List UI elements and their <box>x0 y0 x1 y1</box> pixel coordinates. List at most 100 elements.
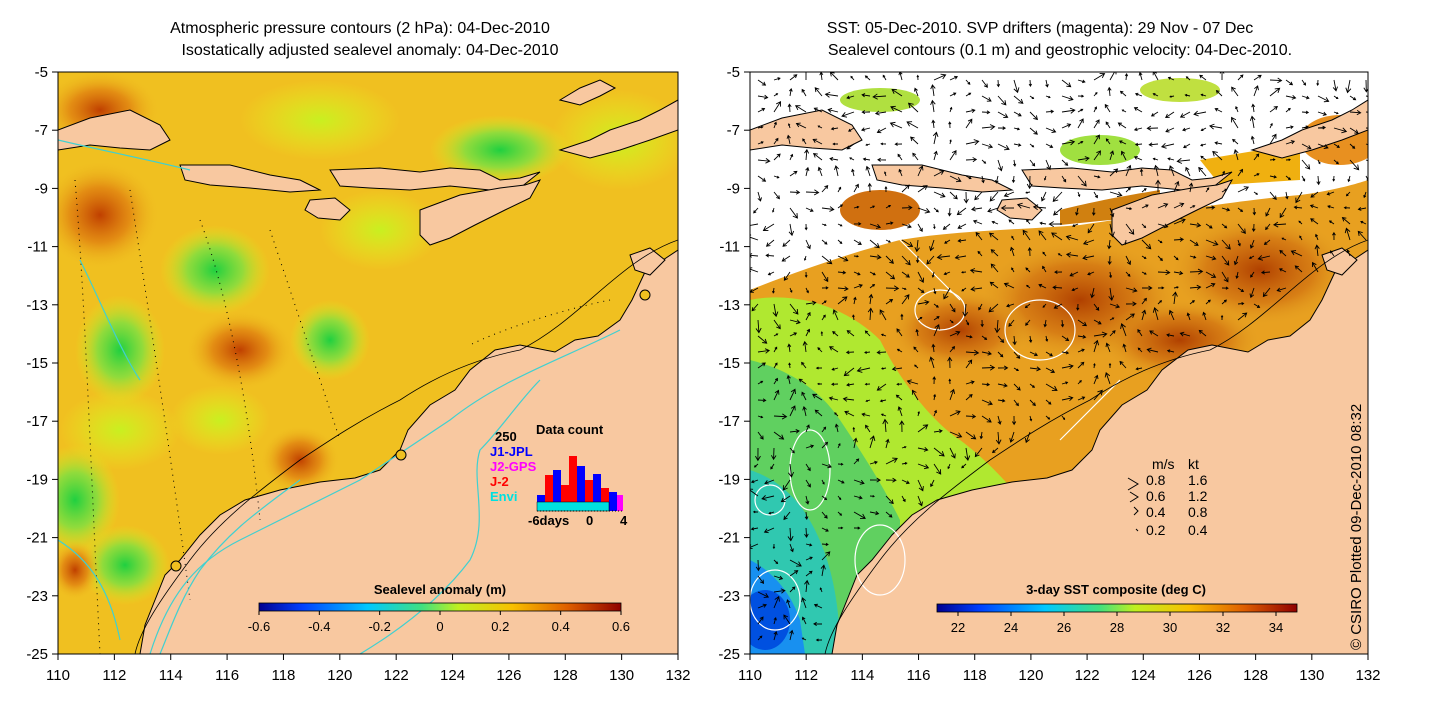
velocity-arrow <box>801 361 807 369</box>
velocity-arrow <box>884 186 888 193</box>
velocity-arrow <box>789 429 800 434</box>
velocity-arrow <box>981 175 985 184</box>
velocity-arrow <box>1231 86 1239 97</box>
velocity-arrow <box>805 479 811 488</box>
velocity-arrow <box>853 222 862 226</box>
velocity-arrow <box>820 331 824 337</box>
velocity-arrow <box>1061 107 1076 114</box>
velocity-arrow <box>1269 133 1277 145</box>
velocity-arrow <box>1249 287 1255 299</box>
velocity-arrow <box>1205 282 1216 289</box>
velocity-arrow <box>1253 173 1260 177</box>
velocity-arrow <box>1316 79 1320 87</box>
velocity-arrow <box>933 170 945 177</box>
velocity-arrow <box>1008 319 1015 327</box>
velocity-arrow <box>1209 123 1223 130</box>
velocity-arrow <box>1235 105 1239 113</box>
velocity-arrow <box>1152 72 1159 81</box>
velocity-arrow <box>834 423 839 433</box>
velocity-arrow <box>981 159 987 164</box>
velocity-arrow <box>933 429 943 434</box>
velocity-arrow <box>917 495 923 507</box>
velocity-arrow <box>1183 143 1191 149</box>
velocity-arrow <box>1003 282 1015 289</box>
right-y-tick-label: -7 <box>727 122 740 139</box>
velocity-arrow <box>885 511 893 518</box>
indonesian-islands-left <box>58 79 678 276</box>
left-y-tick-label: -21 <box>26 530 48 547</box>
velocity-arrow <box>1333 111 1339 115</box>
velocity-arrow <box>848 127 855 132</box>
velocity-arrow <box>949 346 956 353</box>
velocity-arrow <box>1153 164 1159 177</box>
velocity-arrow <box>944 239 951 244</box>
velocity-arrow <box>853 458 860 465</box>
velocity-arrow <box>1237 207 1244 213</box>
velocity-arrow <box>1107 255 1112 266</box>
velocity-arrow <box>1301 143 1312 150</box>
velocity-arrow <box>1221 188 1228 193</box>
velocity-arrow <box>789 170 798 177</box>
right-x-tick-label: 110 <box>738 667 762 684</box>
velocity-arrow <box>1357 207 1367 211</box>
velocity-arrow <box>901 495 906 503</box>
velocity-arrow <box>1189 255 1197 259</box>
velocity-arrow <box>949 447 956 459</box>
velocity-arrow <box>832 142 839 146</box>
velocity-arrow <box>1251 103 1256 113</box>
velocity-arrow <box>1118 140 1127 145</box>
velocity-arrow <box>1301 110 1310 115</box>
velocity-arrow <box>1269 87 1281 97</box>
velocity-arrow <box>1125 287 1138 293</box>
velocity-legend-ms-header: m/s <box>1152 456 1175 472</box>
velocity-arrow <box>975 231 983 241</box>
velocity-arrow <box>1065 234 1079 241</box>
velocity-arrow <box>773 153 781 161</box>
velocity-arrow <box>770 447 777 461</box>
velocity-arrow <box>1146 347 1159 353</box>
velocity-arrow <box>789 303 799 315</box>
velocity-arrow <box>1077 348 1085 353</box>
velocity-arrow <box>949 75 959 81</box>
velocity-arrow <box>1093 106 1098 113</box>
tide-gauge-marker-1 <box>639 289 651 301</box>
velocity-arrow <box>757 398 767 403</box>
velocity-arrow <box>933 191 946 198</box>
velocity-row-1-kt: 1.6 <box>1188 472 1208 488</box>
velocity-arrow <box>964 447 971 461</box>
velocity-arrow <box>1301 79 1307 86</box>
velocity-arrow <box>981 364 996 371</box>
velocity-arrow <box>773 575 784 580</box>
velocity-arrow <box>931 271 935 278</box>
velocity-arrow <box>869 223 882 229</box>
right-colorbar-tick-label: 34 <box>1269 620 1283 635</box>
velocity-arrow <box>1041 191 1047 202</box>
velocity-arrow <box>969 268 983 274</box>
velocity-arrow <box>965 157 978 163</box>
velocity-row-3-ms: 0.4 <box>1146 504 1166 520</box>
velocity-arrow <box>917 223 923 233</box>
velocity-arrow <box>1365 143 1368 146</box>
velocity-arrow <box>821 223 827 227</box>
velocity-arrow <box>788 362 791 369</box>
velocity-arrow <box>1317 143 1329 150</box>
velocity-arrow <box>997 159 1003 172</box>
velocity-arrow <box>757 79 767 86</box>
velocity-arrow <box>1269 77 1283 84</box>
velocity-arrow <box>1077 108 1084 113</box>
velocity-arrow <box>789 405 796 417</box>
velocity-arrow <box>1173 180 1180 193</box>
right-colorbar-tick-label: 26 <box>1057 620 1071 635</box>
velocity-arrow <box>989 281 999 289</box>
velocity-arrow <box>901 184 910 193</box>
velocity-arrow <box>988 303 999 313</box>
velocity-arrow <box>853 239 862 245</box>
velocity-arrow <box>1048 221 1063 228</box>
velocity-arrow <box>956 207 967 216</box>
velocity-arrow <box>1141 204 1149 209</box>
velocity-arrow <box>1038 230 1047 241</box>
velocity-arrow <box>1293 205 1303 210</box>
velocity-arrow <box>1045 367 1056 374</box>
velocity-arrow <box>821 271 829 283</box>
velocity-arrow <box>961 271 967 274</box>
